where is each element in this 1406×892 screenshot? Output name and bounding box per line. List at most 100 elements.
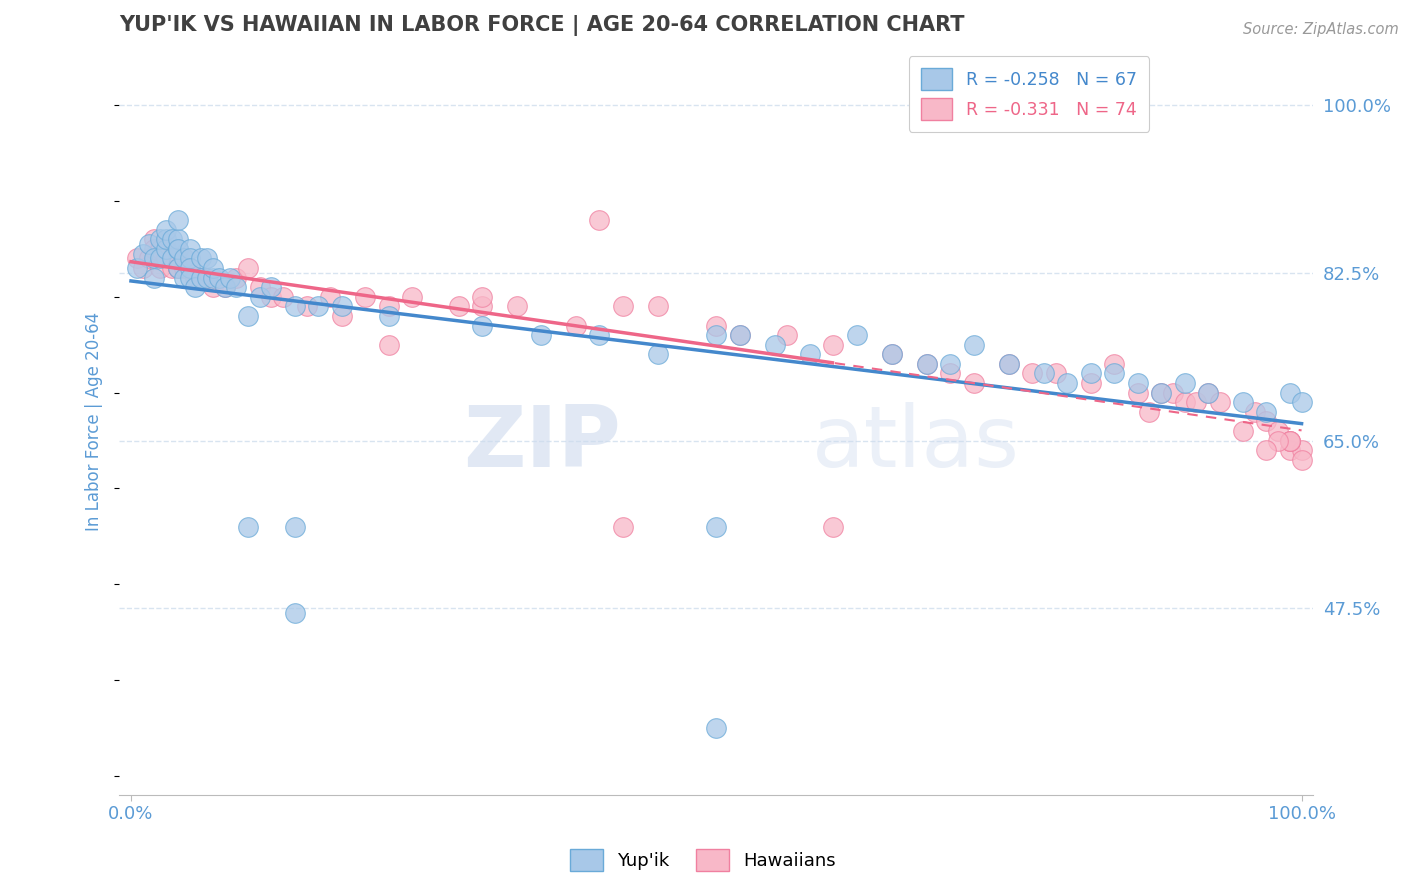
Point [1126,385,1149,400]
Legend: R = -0.258   N = 67, R = -0.331   N = 74: R = -0.258 N = 67, R = -0.331 N = 74 [908,56,1149,132]
Y-axis label: In Labor Force | Age 20-64: In Labor Force | Age 20-64 [86,312,103,531]
Point [179,261,201,276]
Point [728,328,751,343]
Point [998,357,1021,371]
Point [319,290,342,304]
Point [155,232,177,246]
Point [1278,443,1301,458]
Point [160,252,183,266]
Point [530,328,553,343]
Point [201,280,224,294]
Point [166,261,188,276]
Text: Source: ZipAtlas.com: Source: ZipAtlas.com [1243,22,1399,37]
Point [138,252,160,266]
Point [160,252,183,266]
Point [149,242,172,256]
Point [219,270,242,285]
Point [1197,385,1219,400]
Point [1208,395,1230,409]
Point [377,337,399,351]
Point [1056,376,1078,390]
Point [401,290,423,304]
Point [166,261,188,276]
Point [166,242,188,256]
Point [195,270,218,285]
Point [271,290,294,304]
Point [155,252,177,266]
Point [1256,443,1278,458]
Point [1080,367,1102,381]
Point [138,237,160,252]
Point [1232,424,1254,438]
Point [471,318,494,333]
Point [1021,367,1043,381]
Point [190,270,212,285]
Point [612,299,634,313]
Point [1173,376,1195,390]
Point [1150,385,1173,400]
Point [1243,405,1265,419]
Point [160,261,183,276]
Point [260,290,283,304]
Point [1267,434,1289,448]
Point [166,242,188,256]
Point [1278,434,1301,448]
Point [823,520,845,534]
Point [1291,452,1313,467]
Point [307,299,329,313]
Point [588,213,610,227]
Point [208,270,231,285]
Point [880,347,903,361]
Point [225,280,247,294]
Point [915,357,938,371]
Point [173,261,195,276]
Point [1080,376,1102,390]
Point [939,367,962,381]
Point [704,318,727,333]
Point [236,309,259,323]
Point [1126,376,1149,390]
Point [173,270,195,285]
Point [1173,395,1195,409]
Point [1267,424,1289,438]
Point [284,606,307,620]
Point [588,328,610,343]
Point [775,328,797,343]
Point [143,270,166,285]
Point [166,252,188,266]
Point [963,376,986,390]
Point [190,252,212,266]
Point [201,261,224,276]
Point [1150,385,1173,400]
Point [728,328,751,343]
Point [173,252,195,266]
Point [173,252,195,266]
Point [195,252,218,266]
Point [179,252,201,266]
Point [284,520,307,534]
Point [131,246,153,260]
Point [249,290,271,304]
Text: atlas: atlas [811,402,1019,485]
Point [149,232,172,246]
Point [704,520,727,534]
Point [179,270,201,285]
Point [236,520,259,534]
Point [1185,395,1208,409]
Point [1291,443,1313,458]
Point [880,347,903,361]
Point [1278,385,1301,400]
Point [143,232,166,246]
Point [704,328,727,343]
Point [166,213,188,227]
Point [471,299,494,313]
Point [184,270,207,285]
Point [845,328,868,343]
Point [1278,434,1301,448]
Point [1278,434,1301,448]
Point [612,520,634,534]
Point [998,357,1021,371]
Point [1161,385,1184,400]
Point [330,299,353,313]
Point [295,299,318,313]
